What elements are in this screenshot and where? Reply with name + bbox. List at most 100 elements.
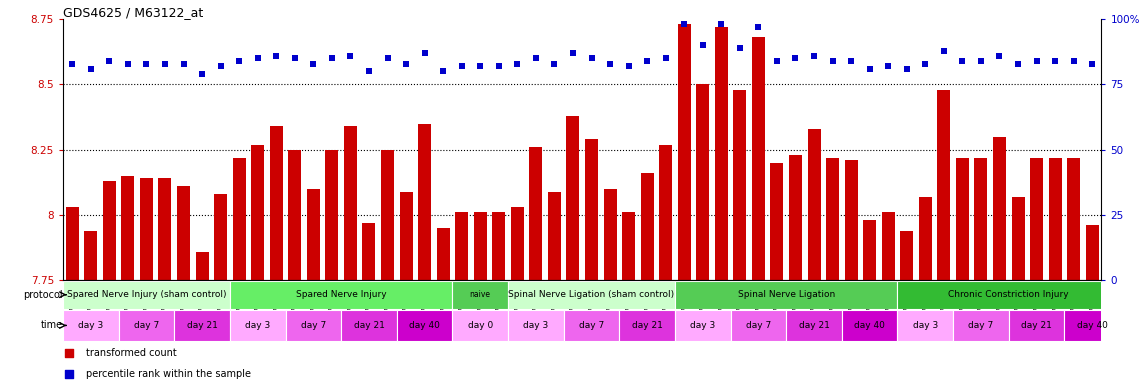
Bar bbox=[696, 84, 709, 280]
Point bbox=[285, 55, 303, 61]
Point bbox=[434, 68, 452, 74]
Bar bbox=[974, 157, 987, 280]
Text: naive: naive bbox=[469, 290, 491, 299]
Bar bbox=[196, 252, 208, 280]
Bar bbox=[826, 157, 839, 280]
Bar bbox=[622, 212, 635, 280]
Bar bbox=[508, 310, 563, 341]
Bar bbox=[1009, 310, 1065, 341]
Bar bbox=[285, 310, 341, 341]
Bar bbox=[563, 310, 619, 341]
Point bbox=[563, 50, 582, 56]
Bar bbox=[845, 160, 858, 280]
Point bbox=[545, 61, 563, 67]
Bar bbox=[918, 197, 932, 280]
Point bbox=[601, 61, 619, 67]
Bar bbox=[452, 281, 508, 309]
Point bbox=[397, 61, 416, 67]
Bar bbox=[344, 126, 357, 280]
Point bbox=[972, 58, 990, 64]
Text: day 40: day 40 bbox=[854, 321, 885, 330]
Bar bbox=[511, 207, 523, 280]
Point bbox=[731, 45, 749, 51]
Point bbox=[954, 58, 972, 64]
Bar bbox=[230, 310, 285, 341]
Text: day 3: day 3 bbox=[690, 321, 716, 330]
Text: protocol: protocol bbox=[23, 290, 63, 300]
Bar bbox=[251, 144, 264, 280]
Text: day 7: day 7 bbox=[134, 321, 159, 330]
Point bbox=[137, 61, 156, 67]
Bar bbox=[456, 212, 468, 280]
Bar bbox=[63, 280, 1101, 384]
Text: day 7: day 7 bbox=[301, 321, 326, 330]
Bar bbox=[289, 150, 301, 280]
Point bbox=[694, 42, 712, 48]
Point bbox=[898, 66, 916, 72]
Text: day 21: day 21 bbox=[187, 321, 218, 330]
Bar bbox=[674, 281, 898, 309]
Point bbox=[305, 61, 323, 67]
Point bbox=[248, 55, 267, 61]
Bar bbox=[938, 90, 950, 280]
Bar bbox=[307, 189, 319, 280]
Point bbox=[916, 61, 934, 67]
Text: day 21: day 21 bbox=[632, 321, 663, 330]
Bar bbox=[882, 212, 894, 280]
Point bbox=[471, 63, 489, 69]
Point bbox=[619, 63, 638, 69]
Bar bbox=[898, 281, 1120, 309]
Bar bbox=[641, 173, 654, 280]
Text: day 7: day 7 bbox=[745, 321, 771, 330]
Bar bbox=[214, 194, 227, 280]
Point bbox=[749, 24, 767, 30]
Bar bbox=[492, 212, 505, 280]
Point bbox=[60, 350, 78, 356]
Bar bbox=[678, 25, 690, 280]
Point bbox=[416, 50, 434, 56]
Point bbox=[823, 58, 842, 64]
Bar bbox=[158, 179, 172, 280]
Point bbox=[100, 58, 118, 64]
Bar bbox=[993, 137, 1006, 280]
Bar bbox=[418, 124, 431, 280]
Text: Spared Nerve Injury (sham control): Spared Nerve Injury (sham control) bbox=[66, 290, 227, 299]
Bar bbox=[529, 147, 543, 280]
Point bbox=[174, 61, 192, 67]
Point bbox=[1009, 61, 1027, 67]
Bar bbox=[1049, 157, 1061, 280]
Text: day 21: day 21 bbox=[798, 321, 829, 330]
Point bbox=[768, 58, 787, 64]
Point bbox=[378, 55, 396, 61]
Bar bbox=[270, 126, 283, 280]
Point bbox=[156, 61, 174, 67]
Point bbox=[861, 66, 879, 72]
Text: day 40: day 40 bbox=[409, 321, 440, 330]
Text: Spinal Nerve Ligation (sham control): Spinal Nerve Ligation (sham control) bbox=[508, 290, 674, 299]
Bar bbox=[752, 38, 765, 280]
Bar bbox=[1011, 197, 1025, 280]
Text: percentile rank within the sample: percentile rank within the sample bbox=[86, 369, 251, 379]
Bar bbox=[787, 310, 842, 341]
Bar bbox=[452, 310, 508, 341]
Bar bbox=[731, 310, 787, 341]
Bar bbox=[1067, 157, 1080, 280]
Text: Chronic Constriction Injury: Chronic Constriction Injury bbox=[948, 290, 1069, 299]
Point bbox=[1083, 61, 1101, 67]
Bar bbox=[660, 144, 672, 280]
Point bbox=[360, 68, 378, 74]
Bar bbox=[363, 223, 376, 280]
Point bbox=[1065, 58, 1083, 64]
Bar bbox=[619, 310, 674, 341]
Bar bbox=[63, 281, 230, 309]
Bar bbox=[953, 310, 1009, 341]
Bar bbox=[174, 310, 230, 341]
Bar bbox=[714, 27, 728, 280]
Point bbox=[712, 22, 731, 28]
Text: day 40: day 40 bbox=[1076, 321, 1107, 330]
Bar bbox=[103, 181, 116, 280]
Point bbox=[212, 63, 230, 69]
Point bbox=[323, 55, 341, 61]
Bar bbox=[898, 310, 953, 341]
Bar bbox=[121, 176, 134, 280]
